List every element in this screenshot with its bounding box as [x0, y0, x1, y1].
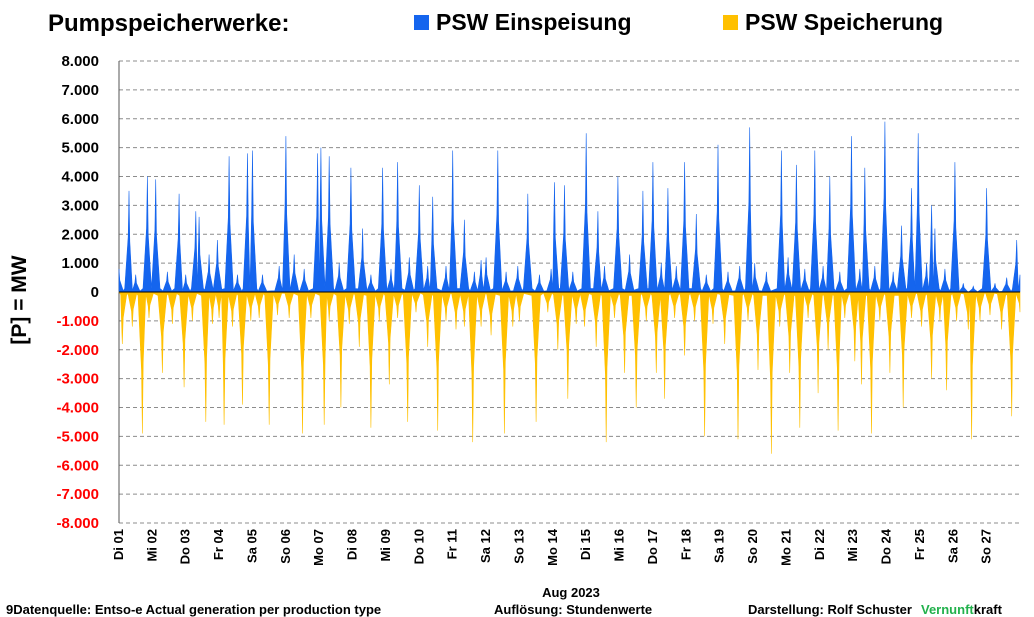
- x-axis-title: Aug 2023: [542, 585, 600, 600]
- x-tick-label: Do 17: [645, 529, 660, 564]
- y-tick-label: -7.000: [56, 486, 99, 503]
- x-tick-label: Sa 12: [478, 529, 493, 563]
- x-tick-label: Do 24: [879, 528, 894, 564]
- x-tick-label: Mo 14: [545, 528, 560, 566]
- x-tick-label: So 06: [278, 529, 293, 564]
- legend-label-einspeisung: PSW Einspeisung: [436, 9, 632, 35]
- x-tick-label: Mi 16: [612, 529, 627, 562]
- footer-brand-green: Vernunft: [921, 602, 974, 617]
- legend-item-speicherung: PSW Speicherung: [723, 9, 943, 36]
- y-tick-label: -2.000: [56, 342, 99, 359]
- x-tick-label: Mo 21: [778, 529, 793, 566]
- y-tick-label: 0: [91, 284, 99, 301]
- footer-credit: Darstellung: Rolf Schuster: [748, 602, 912, 617]
- x-tick-label: Sa 26: [945, 529, 960, 563]
- y-tick-label: -3.000: [56, 371, 99, 388]
- y-axis-title: [P] = MW: [8, 255, 31, 344]
- x-tick-label: Fr 25: [912, 529, 927, 560]
- x-tick-label: Fr 11: [445, 529, 460, 559]
- x-tick-label: So 13: [511, 529, 526, 564]
- series-area-einspeisung: [118, 121, 1021, 293]
- legend-label-speicherung: PSW Speicherung: [745, 9, 944, 35]
- x-tick-label: Di 22: [812, 529, 827, 560]
- y-tick-label: 5.000: [61, 140, 99, 157]
- x-tick-label: Sa 05: [244, 529, 259, 563]
- x-tick-label: Mi 02: [144, 529, 159, 562]
- footer-source: 9Datenquelle: Entso-e Actual generation …: [6, 602, 382, 617]
- x-tick-label: Mi 09: [378, 529, 393, 562]
- y-tick-label: -6.000: [56, 457, 99, 474]
- y-tick-label: 7.000: [61, 82, 99, 99]
- y-tick-label: 6.000: [61, 111, 99, 128]
- x-tick-label: Di 15: [578, 529, 593, 560]
- y-tick-label: 4.000: [61, 169, 99, 186]
- x-tick-label: Do 03: [178, 529, 193, 564]
- x-tick-label: Di 01: [111, 529, 126, 560]
- x-tick-label: Di 08: [345, 529, 360, 560]
- x-tick-label: So 20: [745, 529, 760, 564]
- footer-resolution: Auflösung: Stundenwerte: [494, 602, 653, 617]
- x-tick-label: So 27: [979, 529, 994, 564]
- x-tick-label: Mo 07: [311, 529, 326, 566]
- x-tick-label: Fr 18: [678, 529, 693, 560]
- series-area-speicherung: [118, 291, 1021, 454]
- footer-brand: Vernunftkraft: [921, 602, 1002, 617]
- legend-item-einspeisung: PSW Einspeisung: [414, 9, 632, 36]
- legend-swatch-einspeisung: [414, 15, 429, 30]
- chart-title: Pumpspeicherwerke:: [48, 10, 290, 37]
- footer-brand-black: kraft: [973, 602, 1002, 617]
- legend-swatch-speicherung: [723, 15, 738, 30]
- y-tick-label: -1.000: [56, 313, 99, 330]
- x-tick-label: Fr 04: [211, 528, 226, 560]
- chart-plot: 8.000 7.000 6.000 5.000 4.000 3.000 2.000 1.000…: [8, 53, 1021, 600]
- y-tick-label: 1.000: [61, 255, 99, 272]
- y-tick-label: 8.000: [61, 53, 99, 70]
- x-tick-label: Mi 23: [845, 529, 860, 562]
- x-tick-label: Do 10: [411, 529, 426, 564]
- y-tick-label: -8.000: [56, 515, 99, 532]
- y-tick-label: 2.000: [61, 226, 99, 243]
- x-tick-label: Sa 19: [712, 529, 727, 563]
- y-tick-label: -5.000: [56, 428, 99, 445]
- y-tick-label: -4.000: [56, 400, 99, 417]
- y-tick-label: 3.000: [61, 197, 99, 214]
